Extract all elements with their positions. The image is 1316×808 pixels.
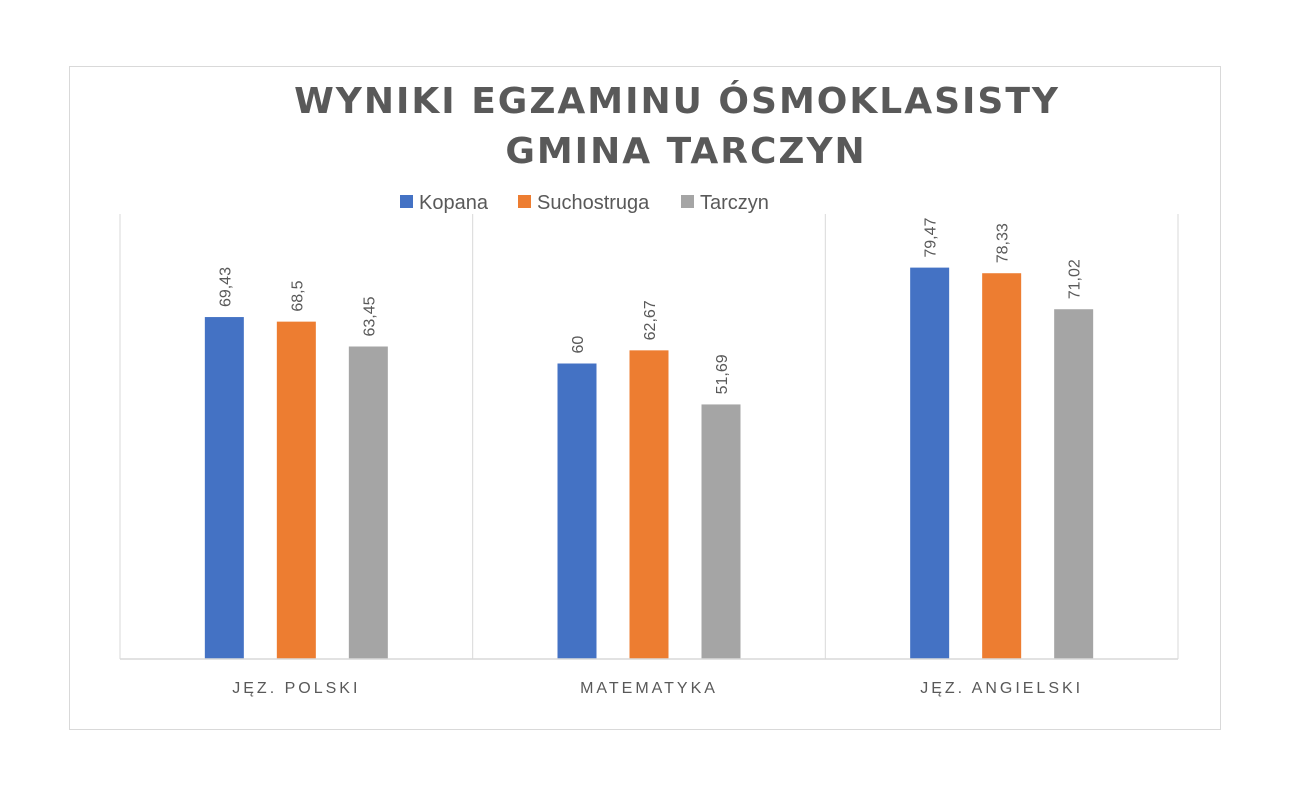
- data-label-kopana-jez-angielski: 79,47: [923, 217, 940, 257]
- legend-swatch-suchostruga: [518, 195, 531, 208]
- category-label-matematyka: MATEMATYKA: [580, 680, 718, 697]
- chart-title-line-1: WYNIKI EGZAMINU ÓSMOKLASISTY: [294, 80, 1060, 122]
- category-label-jez-angielski: JĘZ. ANGIELSKI: [920, 680, 1083, 697]
- bar-kopana-jez-polski: [204, 317, 244, 659]
- data-label-tarczyn-jez-polski: 63,45: [361, 296, 378, 336]
- data-label-tarczyn-jez-angielski: 71,02: [1067, 259, 1084, 299]
- data-label-suchostruga-jez-angielski: 78,33: [995, 223, 1012, 263]
- data-labels: 69,43 68,5 63,45 60 62,67 51,69 79,47 78,33 71,0…: [217, 217, 1083, 394]
- data-label-kopana-jez-polski: 69,43: [217, 267, 234, 307]
- bar-kopana-matematyka: [557, 363, 597, 659]
- bar-tarczyn-matematyka: [701, 404, 741, 659]
- bar-suchostruga-jez-angielski: [982, 273, 1022, 659]
- category-separators: [119, 214, 1179, 659]
- legend-label-tarczyn: Tarczyn: [700, 192, 769, 214]
- category-label-jez-polski: JĘZ. POLSKI: [232, 680, 360, 697]
- chart-title-line-2: GMINA TARCZYN: [505, 131, 866, 172]
- data-label-suchostruga-matematyka: 62,67: [642, 300, 659, 340]
- bar-tarczyn-jez-polski: [348, 346, 388, 659]
- chart-frame: WYNIKI EGZAMINU ÓSMOKLASISTY GMINA TARCZ…: [69, 66, 1221, 730]
- bars: [204, 267, 1094, 659]
- bar-kopana-jez-angielski: [910, 267, 950, 659]
- bar-tarczyn-jez-angielski: [1054, 309, 1094, 659]
- bar-suchostruga-jez-polski: [276, 321, 316, 659]
- legend-label-kopana: Kopana: [419, 192, 489, 214]
- data-label-tarczyn-matematyka: 51,69: [714, 354, 731, 394]
- bar-chart: WYNIKI EGZAMINU ÓSMOKLASISTY GMINA TARCZ…: [119, 80, 1179, 697]
- legend-label-suchostruga: Suchostruga: [537, 192, 650, 214]
- data-label-suchostruga-jez-polski: 68,5: [289, 280, 306, 311]
- category-labels: JĘZ. POLSKI MATEMATYKA JĘZ. ANGIELSKI: [232, 680, 1083, 697]
- legend-swatch-tarczyn: [681, 195, 694, 208]
- legend: Kopana Suchostruga Tarczyn: [400, 192, 769, 214]
- bar-suchostruga-matematyka: [629, 350, 669, 659]
- data-label-kopana-matematyka: 60: [570, 336, 587, 354]
- legend-swatch-kopana: [400, 195, 413, 208]
